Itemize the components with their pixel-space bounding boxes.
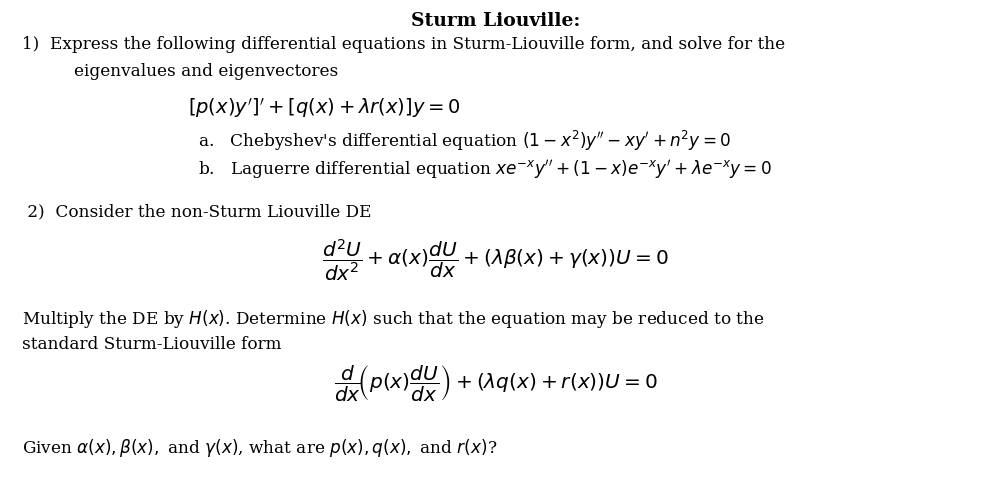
Text: Multiply the DE by $H(x)$. Determine $H(x)$ such that the equation may be reduce: Multiply the DE by $H(x)$. Determine $H(…	[22, 308, 764, 330]
Text: b.   Laguerre differential equation $xe^{-x}y'' + (1 - x)e^{-x}y' + \lambda e^{-: b. Laguerre differential equation $xe^{-…	[198, 158, 772, 181]
Text: a.   Chebyshev's differential equation $(1 - x^2)y'' - xy' + n^2y = 0$: a. Chebyshev's differential equation $(1…	[198, 129, 731, 153]
Text: standard Sturm-Liouville form: standard Sturm-Liouville form	[22, 336, 281, 353]
Text: eigenvalues and eigenvectores: eigenvalues and eigenvectores	[74, 63, 339, 80]
Text: 1)  Express the following differential equations in Sturm-Liouville form, and so: 1) Express the following differential eq…	[22, 36, 785, 53]
Text: $\dfrac{d^2U}{dx^2} + \alpha(x)\dfrac{dU}{dx} + \left(\lambda\beta(x) + \gamma(x: $\dfrac{d^2U}{dx^2} + \alpha(x)\dfrac{dU…	[322, 237, 669, 283]
Text: 2)  Consider the non-Sturm Liouville DE: 2) Consider the non-Sturm Liouville DE	[22, 204, 372, 220]
Text: $[p(x)y']' + [q(x) + \lambda r(x)]y = 0$: $[p(x)y']' + [q(x) + \lambda r(x)]y = 0$	[188, 96, 461, 120]
Text: $\dfrac{d}{dx}\!\left(p(x)\dfrac{dU}{dx}\right) + \left(\lambda q(x) + r(x)\righ: $\dfrac{d}{dx}\!\left(p(x)\dfrac{dU}{dx}…	[334, 364, 657, 404]
Text: Given $\alpha(x), \beta(x),$ and $\gamma(x)$, what are $p(x), q(x),$ and $r(x)$?: Given $\alpha(x), \beta(x),$ and $\gamma…	[22, 437, 497, 459]
Text: Sturm Liouville:: Sturm Liouville:	[411, 12, 580, 30]
